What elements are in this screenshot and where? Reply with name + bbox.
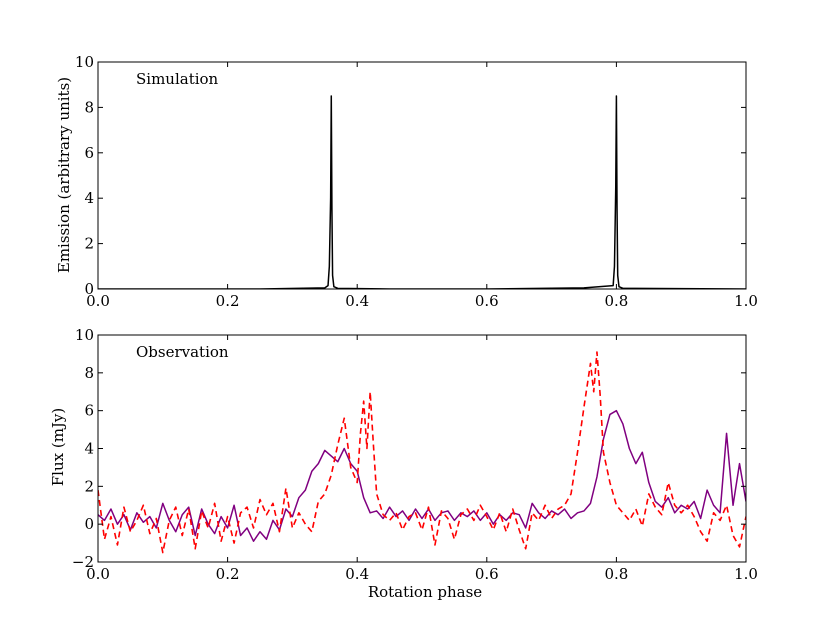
y-tick-label: 10 [75, 326, 94, 344]
y-tick-label: 6 [84, 402, 94, 420]
y-tick-label: 4 [84, 189, 94, 207]
x-tick-label: 0.0 [86, 292, 110, 310]
series-line-solid [98, 95, 746, 289]
panel-label-simulation: Simulation [136, 70, 219, 88]
x-tick-label: 0.4 [345, 292, 369, 310]
y-tick-label: 6 [84, 144, 94, 162]
simulation-panel: Simulation Emission (arbitrary units) 0.… [55, 53, 758, 310]
y-tick-label: 2 [84, 477, 94, 495]
y-tick-label: −2 [72, 553, 94, 571]
y-tick-label: 8 [84, 364, 94, 382]
y-tick-label: 10 [75, 53, 94, 71]
x-tick-label: 0.8 [604, 292, 628, 310]
y-tick-label: 2 [84, 235, 94, 253]
x-tick-label: 1.0 [734, 292, 758, 310]
y-tick-label: 0 [84, 280, 94, 298]
axes-frame [97, 61, 747, 290]
x-tick-label: 0.2 [216, 292, 240, 310]
x-axis-label-rotation-phase: Rotation phase [368, 583, 482, 601]
y-tick-label: 8 [84, 98, 94, 116]
x-tick-label: 1.0 [734, 565, 758, 583]
x-tick-label: 0.0 [86, 565, 110, 583]
panel-label-observation: Observation [136, 343, 229, 361]
y-axis-label-emission: Emission (arbitrary units) [55, 77, 73, 273]
x-tick-label: 0.2 [216, 565, 240, 583]
x-tick-label: 0.4 [345, 565, 369, 583]
observation-panel: Observation Flux (mJy) Rotation phase 0.… [49, 326, 758, 601]
y-tick-label: 0 [84, 515, 94, 533]
y-tick-label: 4 [84, 440, 94, 458]
x-tick-label: 0.6 [475, 292, 499, 310]
series-line-solid [98, 409, 746, 542]
x-tick-label: 0.6 [475, 565, 499, 583]
series-line-dashed [98, 351, 746, 554]
x-tick-label: 0.8 [604, 565, 628, 583]
y-axis-label-flux: Flux (mJy) [49, 408, 67, 487]
